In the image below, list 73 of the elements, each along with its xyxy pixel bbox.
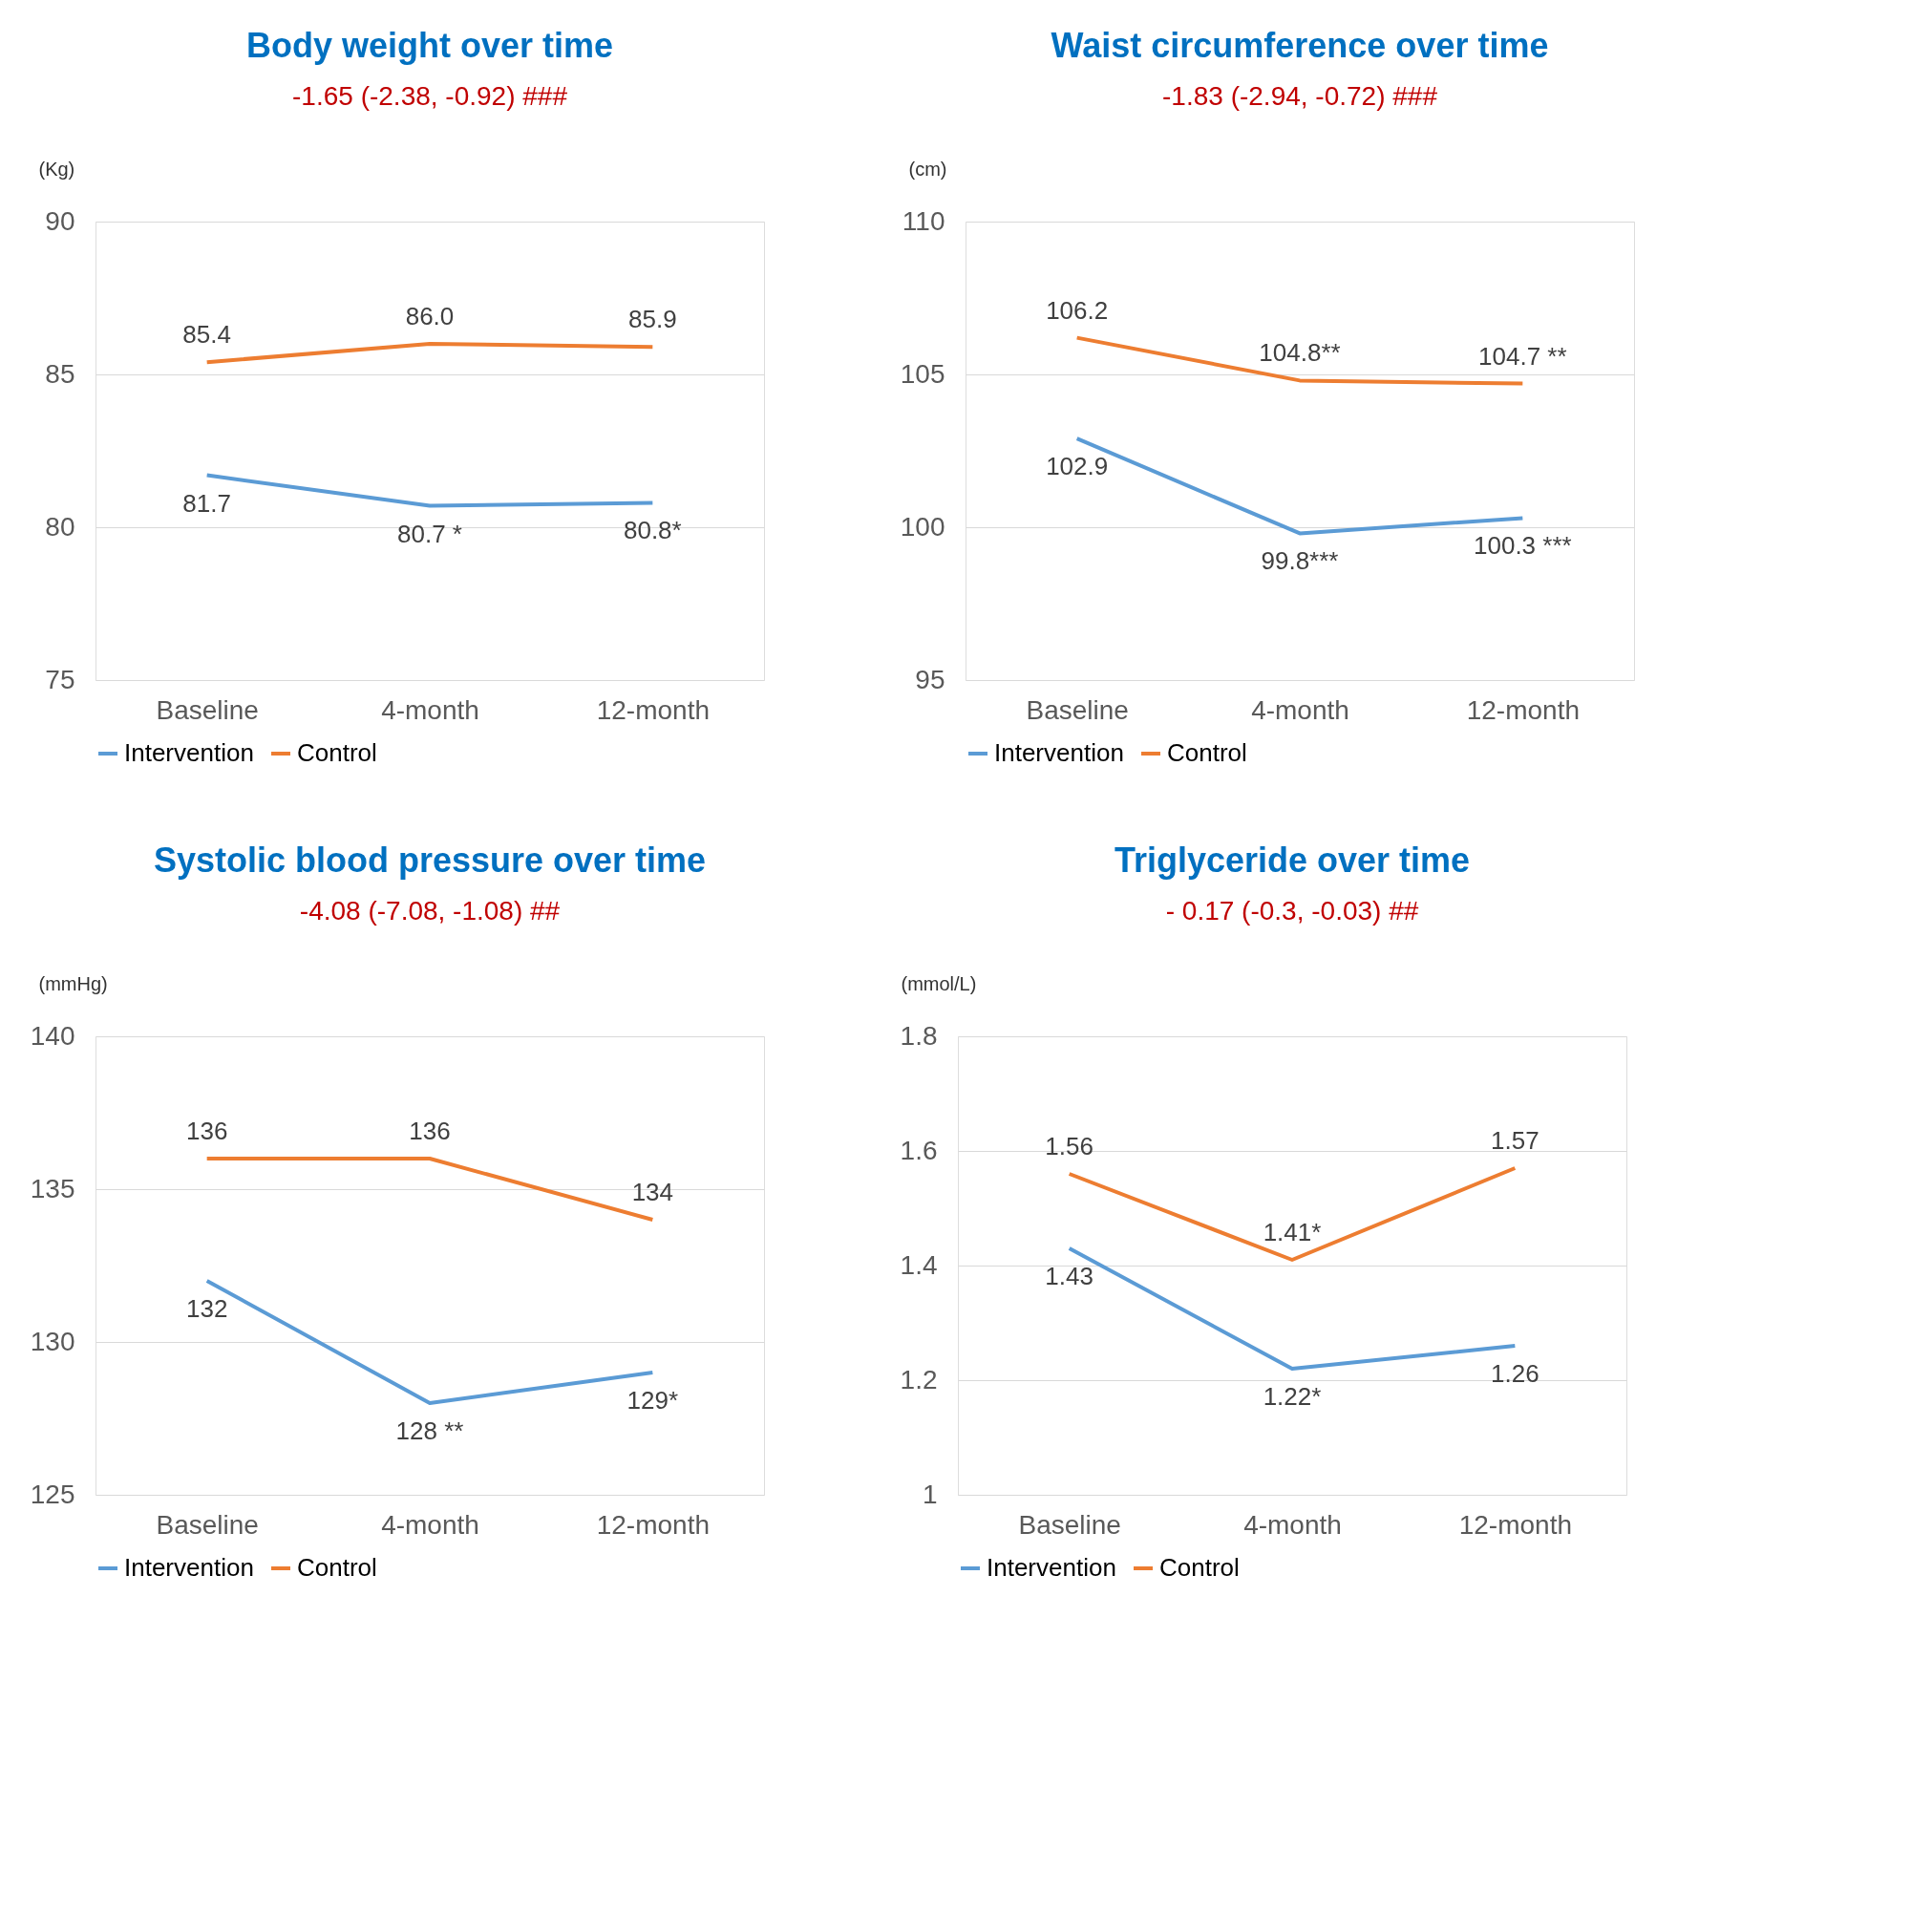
- data-label: 1.41*: [1263, 1218, 1322, 1246]
- x-tick-label: 4-month: [381, 1509, 479, 1540]
- x-tick-label: 12-month: [596, 1509, 710, 1540]
- y-axis-title: (cm): [908, 158, 947, 180]
- x-tick-label: Baseline: [1018, 1509, 1121, 1540]
- legend-label: Intervention: [124, 738, 254, 767]
- data-label: 1.26: [1491, 1359, 1539, 1388]
- y-tick-label: 1.4: [900, 1249, 938, 1280]
- y-tick-label: 1.6: [900, 1135, 938, 1165]
- y-tick-label: 1.8: [900, 1020, 938, 1051]
- data-label: 106.2: [1046, 295, 1109, 325]
- chart-title: Body weight over time: [245, 26, 614, 65]
- chart-title: Triglyceride over time: [1114, 841, 1471, 880]
- data-label: 1.43: [1045, 1262, 1093, 1290]
- data-label: 129*: [626, 1386, 679, 1415]
- chart-title: Systolic blood pressure over time: [153, 841, 707, 880]
- legend-label: Intervention: [124, 1553, 254, 1582]
- legend-label: Control: [1159, 1553, 1240, 1582]
- data-label: 134: [631, 1178, 674, 1206]
- data-label: 86.0: [405, 302, 455, 330]
- chart-subtitle: -4.08 (-7.08, -1.08) ##: [299, 896, 561, 926]
- y-axis-title: (Kg): [38, 158, 75, 180]
- legend-label: Control: [1167, 738, 1247, 767]
- data-label: 1.56: [1045, 1132, 1093, 1160]
- y-tick-label: 1.2: [900, 1364, 938, 1394]
- chart-title: Waist circumference over time: [1051, 26, 1549, 65]
- data-label: 99.8***: [1261, 546, 1339, 576]
- x-tick-label: 12-month: [1458, 1509, 1572, 1540]
- data-label: 104.8**: [1259, 338, 1341, 368]
- y-axis-title: (mmHg): [38, 972, 108, 994]
- data-label: 136: [185, 1117, 228, 1145]
- chart-subtitle: -1.65 (-2.38, -0.92) ###: [292, 81, 568, 111]
- data-label: 104.7 **: [1478, 341, 1567, 371]
- x-tick-label: Baseline: [156, 1509, 259, 1540]
- data-label: 1.22*: [1263, 1382, 1322, 1411]
- y-tick-label: 1: [922, 1479, 938, 1509]
- data-label: 80.7 *: [397, 519, 462, 548]
- y-axis-title: (mmol/L): [901, 972, 977, 994]
- x-tick-label: 4-month: [1243, 1509, 1342, 1540]
- data-label: 100.3 ***: [1474, 531, 1572, 561]
- y-tick-label: 80: [45, 511, 75, 542]
- data-label: 81.7: [182, 488, 231, 518]
- legend-label: Intervention: [987, 1553, 1116, 1582]
- y-tick-label: 110: [902, 205, 945, 236]
- data-label: 136: [409, 1117, 451, 1145]
- y-tick-label: 100: [900, 511, 945, 542]
- y-tick-label: 90: [45, 205, 75, 236]
- chart-subtitle: - 0.17 (-0.3, -0.03) ##: [1165, 896, 1419, 926]
- legend-label: Control: [297, 1553, 377, 1582]
- data-label: 80.8*: [623, 516, 682, 545]
- data-label: 132: [185, 1294, 228, 1323]
- y-tick-label: 105: [900, 358, 945, 389]
- y-tick-label: 135: [30, 1173, 75, 1203]
- chart-subtitle: -1.83 (-2.94, -0.72) ###: [1162, 81, 1438, 111]
- data-label: 128 **: [395, 1416, 464, 1445]
- y-tick-label: 95: [915, 664, 945, 694]
- data-label: 1.57: [1491, 1126, 1539, 1155]
- y-tick-label: 85: [45, 358, 75, 389]
- data-label: 85.4: [182, 320, 231, 350]
- x-tick-label: Baseline: [156, 694, 259, 725]
- legend-label: Control: [297, 738, 377, 767]
- y-tick-label: 125: [30, 1479, 75, 1509]
- y-tick-label: 130: [30, 1326, 75, 1356]
- x-tick-label: 12-month: [1466, 694, 1580, 725]
- data-label: 85.9: [628, 305, 677, 334]
- x-tick-label: 12-month: [596, 694, 710, 725]
- data-label: 102.9: [1046, 452, 1109, 481]
- x-tick-label: 4-month: [381, 694, 479, 725]
- x-tick-label: 4-month: [1251, 694, 1349, 725]
- y-tick-label: 140: [30, 1020, 75, 1051]
- y-tick-label: 75: [45, 664, 75, 694]
- legend-label: Intervention: [994, 738, 1124, 767]
- x-tick-label: Baseline: [1026, 694, 1129, 725]
